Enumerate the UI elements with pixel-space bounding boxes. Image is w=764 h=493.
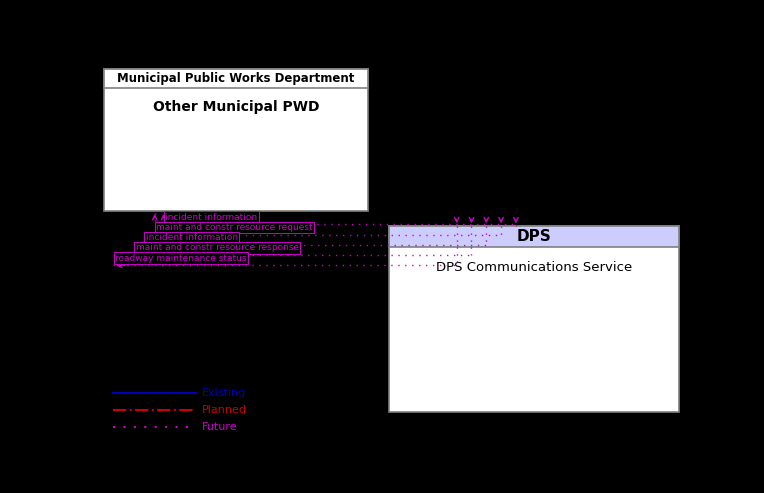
Text: roadway maintenance status: roadway maintenance status [115,253,247,263]
Text: DPS Communications Service: DPS Communications Service [435,261,632,275]
Text: DPS: DPS [516,229,551,244]
Bar [105,69,368,88]
Bar [389,226,678,412]
Text: Existing: Existing [202,388,246,398]
Bar [389,226,678,247]
Text: incident information: incident information [165,212,257,222]
Text: maint and constr resource request: maint and constr resource request [157,223,313,232]
Text: incident information: incident information [146,233,238,242]
Text: Planned: Planned [202,405,247,415]
Text: maint and constr resource response: maint and constr resource response [136,244,299,252]
Bar [105,69,368,211]
Text: Municipal Public Works Department: Municipal Public Works Department [118,72,354,85]
Text: Future: Future [202,423,238,432]
Text: Other Municipal PWD: Other Municipal PWD [153,101,319,114]
